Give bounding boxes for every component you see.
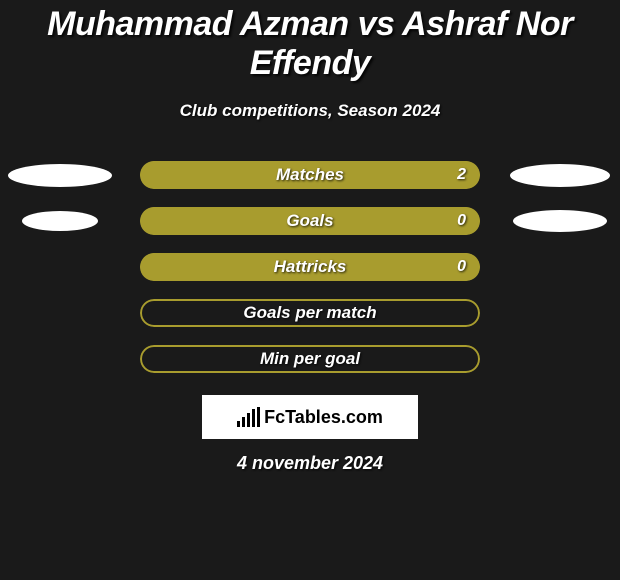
right-marker-slot (500, 210, 620, 232)
stat-bar: Hattricks0 (140, 253, 480, 281)
brand-text: FcTables.com (264, 407, 383, 428)
stat-label: Hattricks (140, 257, 480, 277)
stat-bar: Min per goal (140, 345, 480, 373)
stat-value: 0 (457, 258, 466, 276)
brand-logo: FcTables.com (202, 395, 418, 439)
page-title: Muhammad Azman vs Ashraf Nor Effendy (0, 5, 620, 83)
stat-row: Min per goal (0, 345, 620, 373)
player-marker-left (22, 211, 98, 231)
stat-value: 0 (457, 212, 466, 230)
stats-rows: Matches2Goals0Hattricks0Goals per matchM… (0, 161, 620, 373)
stat-row: Goals per match (0, 299, 620, 327)
stat-row: Goals0 (0, 207, 620, 235)
stat-label: Matches (140, 165, 480, 185)
stat-row: Hattricks0 (0, 253, 620, 281)
right-marker-slot (500, 164, 620, 187)
stat-label: Goals (140, 211, 480, 231)
left-marker-slot (0, 164, 120, 187)
page-subtitle: Club competitions, Season 2024 (0, 101, 620, 121)
stat-value: 2 (457, 166, 466, 184)
stat-label: Min per goal (140, 349, 480, 369)
bar-chart-icon (237, 407, 260, 427)
player-marker-right (510, 164, 610, 187)
comparison-widget: Muhammad Azman vs Ashraf Nor Effendy Clu… (0, 0, 620, 474)
stat-bar: Goals0 (140, 207, 480, 235)
stat-bar: Matches2 (140, 161, 480, 189)
player-marker-left (8, 164, 112, 187)
stat-bar: Goals per match (140, 299, 480, 327)
player-marker-right (513, 210, 607, 232)
stat-label: Goals per match (140, 303, 480, 323)
stat-row: Matches2 (0, 161, 620, 189)
left-marker-slot (0, 211, 120, 231)
date-label: 4 november 2024 (0, 453, 620, 474)
